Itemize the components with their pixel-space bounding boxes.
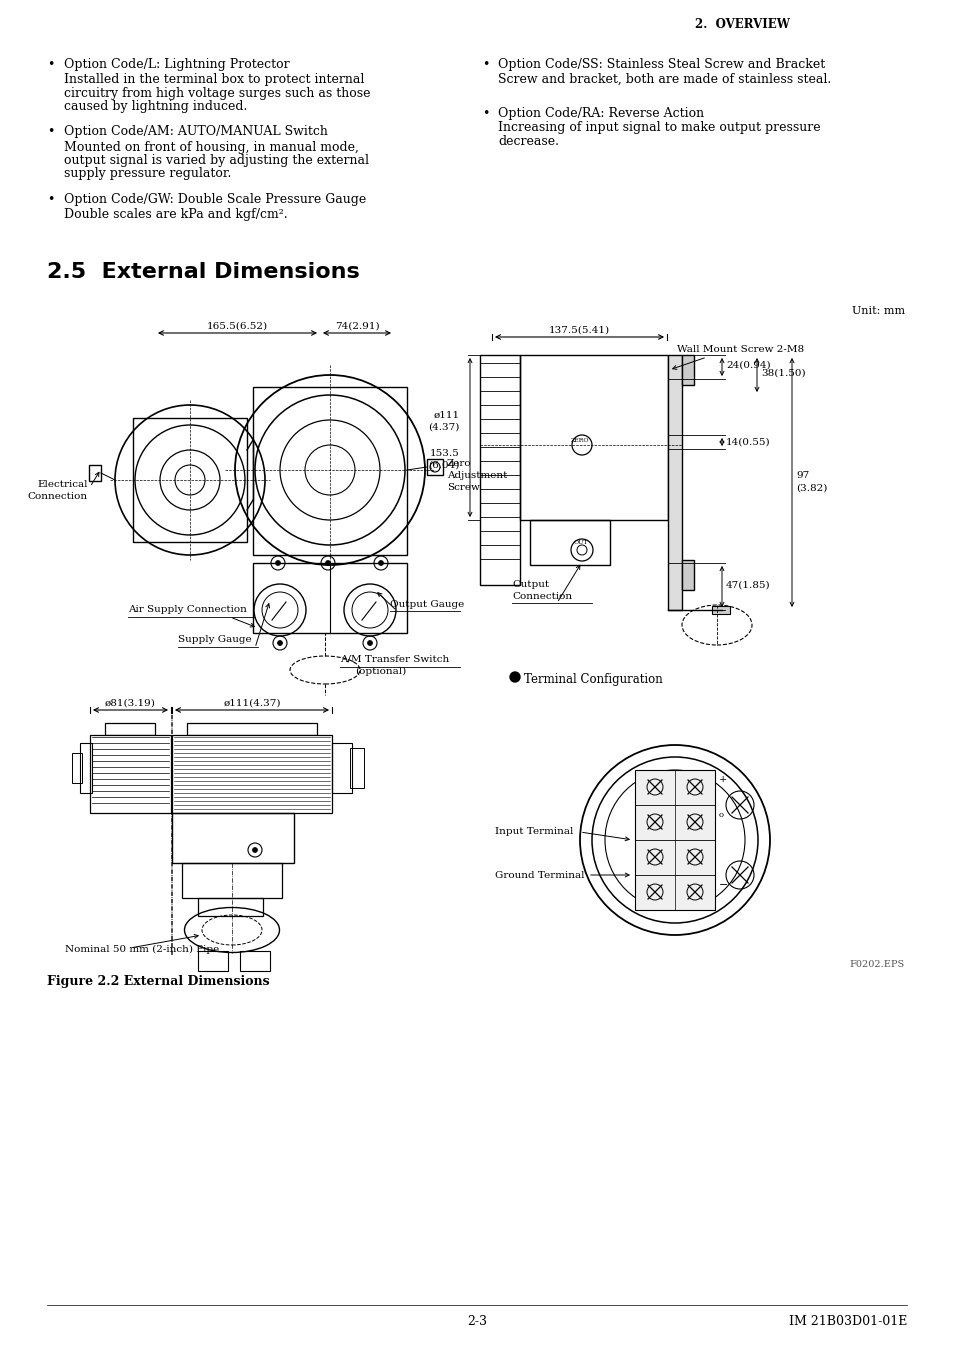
- Text: Option Code/AM: AUTO/MANUAL Switch: Option Code/AM: AUTO/MANUAL Switch: [64, 126, 328, 139]
- Text: Terminal Configuration: Terminal Configuration: [523, 674, 662, 686]
- Bar: [667, 355, 681, 611]
- Text: 165.5(6.52): 165.5(6.52): [206, 322, 267, 331]
- Text: ø111: ø111: [434, 411, 459, 420]
- Text: Option Code/L: Lightning Protector: Option Code/L: Lightning Protector: [64, 58, 290, 72]
- Text: 153.5: 153.5: [430, 449, 459, 458]
- Text: Installed in the terminal box to protect internal: Installed in the terminal box to protect…: [64, 73, 364, 86]
- Circle shape: [510, 671, 519, 682]
- Text: Increasing of input signal to make output pressure: Increasing of input signal to make outpu…: [497, 122, 820, 135]
- Text: 97: 97: [795, 470, 808, 480]
- Circle shape: [325, 561, 330, 566]
- Circle shape: [367, 640, 372, 646]
- Text: 137.5(5.41): 137.5(5.41): [548, 326, 609, 335]
- Text: Connection: Connection: [28, 492, 88, 501]
- Bar: [172, 813, 294, 863]
- Text: (optional): (optional): [355, 667, 406, 676]
- Text: OUT: OUT: [574, 540, 588, 546]
- Text: IM 21B03D01-01E: IM 21B03D01-01E: [788, 1315, 906, 1328]
- Text: +: +: [719, 775, 726, 785]
- Text: Ground Terminal: Ground Terminal: [495, 870, 584, 880]
- Text: Screw: Screw: [447, 484, 479, 492]
- Text: Option Code/SS: Stainless Steal Screw and Bracket: Option Code/SS: Stainless Steal Screw an…: [497, 58, 824, 72]
- Text: supply pressure regulator.: supply pressure regulator.: [64, 168, 232, 181]
- Text: •: •: [481, 58, 489, 72]
- Text: 47(1.85): 47(1.85): [725, 581, 770, 589]
- Text: circuitry from high voltage surges such as those: circuitry from high voltage surges such …: [64, 86, 370, 100]
- Text: −: −: [719, 880, 727, 890]
- Text: Option Code/RA: Reverse Action: Option Code/RA: Reverse Action: [497, 107, 703, 119]
- Text: (6.04): (6.04): [428, 461, 459, 470]
- Bar: [253, 563, 407, 634]
- Bar: [198, 951, 228, 971]
- Text: Output: Output: [512, 580, 549, 589]
- Bar: [90, 735, 171, 813]
- Bar: [711, 607, 729, 613]
- Bar: [350, 748, 364, 788]
- Text: Input Terminal: Input Terminal: [495, 828, 573, 836]
- Bar: [89, 465, 101, 481]
- Text: 24(0.94): 24(0.94): [725, 361, 770, 370]
- Text: (4.37): (4.37): [428, 423, 459, 431]
- Circle shape: [277, 640, 282, 646]
- Text: 2-3: 2-3: [467, 1315, 486, 1328]
- Bar: [71, 753, 82, 784]
- Text: Option Code/GW: Double Scale Pressure Gauge: Option Code/GW: Double Scale Pressure Ga…: [64, 193, 366, 205]
- Bar: [479, 355, 519, 585]
- Text: ZERO: ZERO: [570, 439, 589, 443]
- Circle shape: [275, 561, 280, 566]
- Bar: [681, 561, 693, 590]
- Text: 74(2.91): 74(2.91): [335, 322, 379, 331]
- Text: output signal is varied by adjusting the external: output signal is varied by adjusting the…: [64, 154, 369, 168]
- Bar: [253, 386, 407, 555]
- Text: Output Gauge: Output Gauge: [390, 600, 464, 609]
- Bar: [427, 459, 442, 476]
- Text: Figure 2.2 External Dimensions: Figure 2.2 External Dimensions: [47, 975, 270, 988]
- Bar: [635, 770, 714, 911]
- Text: o: o: [719, 811, 723, 819]
- Text: 14(0.55): 14(0.55): [725, 438, 770, 446]
- Text: 38(1.50): 38(1.50): [760, 369, 804, 377]
- Text: Wall Mount Screw 2-M8: Wall Mount Screw 2-M8: [677, 345, 803, 354]
- Text: ø111(4.37): ø111(4.37): [223, 698, 280, 708]
- Text: Double scales are kPa and kgf/cm².: Double scales are kPa and kgf/cm².: [64, 208, 287, 222]
- Text: A/M Transfer Switch: A/M Transfer Switch: [339, 655, 449, 663]
- Text: Electrical: Electrical: [37, 480, 88, 489]
- Text: Air Supply Connection: Air Supply Connection: [128, 605, 247, 613]
- Text: caused by lightning induced.: caused by lightning induced.: [64, 100, 247, 113]
- Bar: [132, 417, 247, 542]
- Bar: [519, 355, 667, 520]
- Bar: [332, 743, 352, 793]
- Text: 2.  OVERVIEW: 2. OVERVIEW: [695, 18, 789, 31]
- Text: •: •: [47, 193, 54, 205]
- Bar: [240, 951, 270, 971]
- Text: Connection: Connection: [512, 592, 572, 601]
- Text: (3.82): (3.82): [795, 484, 826, 493]
- Bar: [198, 898, 263, 916]
- Text: decrease.: decrease.: [497, 135, 558, 149]
- Circle shape: [378, 561, 383, 566]
- Text: Mounted on front of housing, in manual mode,: Mounted on front of housing, in manual m…: [64, 141, 358, 154]
- Bar: [681, 355, 693, 385]
- Text: Supply Gauge: Supply Gauge: [178, 635, 252, 644]
- Text: •: •: [47, 58, 54, 72]
- Bar: [187, 723, 316, 735]
- Bar: [80, 743, 91, 793]
- Text: ø81(3.19): ø81(3.19): [105, 698, 155, 708]
- Text: F0202.EPS: F0202.EPS: [849, 961, 904, 969]
- Bar: [530, 520, 609, 565]
- Text: Adjustment: Adjustment: [447, 471, 507, 480]
- Bar: [105, 723, 154, 735]
- Circle shape: [253, 847, 257, 852]
- Text: Nominal 50 mm (2-inch) Pipe: Nominal 50 mm (2-inch) Pipe: [65, 944, 219, 954]
- Text: Screw and bracket, both are made of stainless steal.: Screw and bracket, both are made of stai…: [497, 73, 830, 86]
- Text: Zero: Zero: [447, 459, 471, 467]
- Text: Unit: mm: Unit: mm: [851, 305, 904, 316]
- Bar: [182, 863, 282, 898]
- Text: •: •: [481, 107, 489, 119]
- Text: •: •: [47, 126, 54, 139]
- Bar: [172, 735, 332, 813]
- Text: 2.5  External Dimensions: 2.5 External Dimensions: [47, 262, 359, 282]
